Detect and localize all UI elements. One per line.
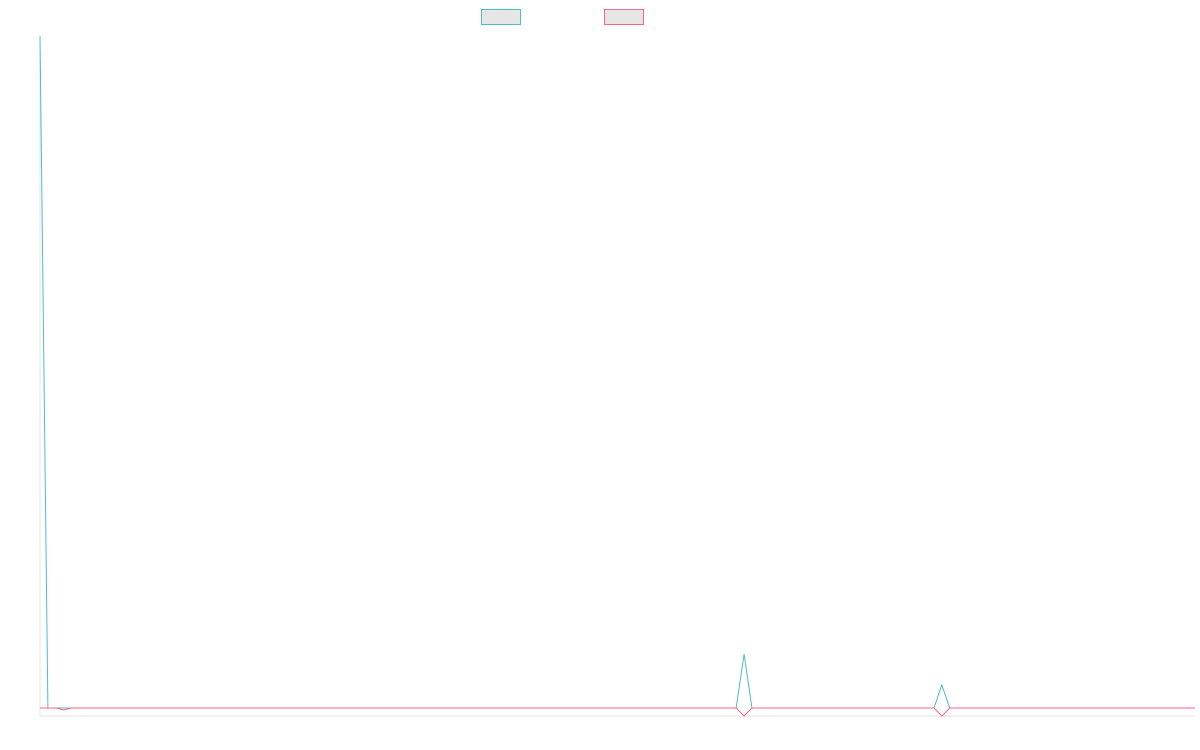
series-line-0	[39, 35, 1195, 709]
chart-series-group	[39, 35, 1195, 717]
legend-swatch-pink[interactable]	[604, 9, 644, 25]
chart-axes	[39, 36, 1195, 717]
legend-swatch-teal[interactable]	[481, 9, 521, 25]
series-line-1	[40, 707, 1195, 717]
